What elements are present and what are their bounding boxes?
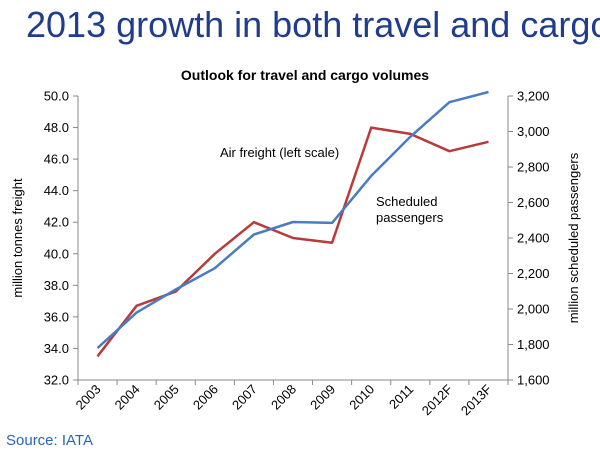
y-right-tick-label: 2,800 xyxy=(517,160,550,175)
x-tick-label: 2004 xyxy=(112,382,143,413)
y-left-tick-label: 40.0 xyxy=(44,246,69,261)
y-left-tick-label: 42.0 xyxy=(44,215,69,230)
series-label-passengers-line1: Scheduled xyxy=(376,194,437,209)
x-tick-label: 2010 xyxy=(346,382,377,413)
y-left-tick-label: 34.0 xyxy=(44,341,69,356)
y-right-tick-label: 3,200 xyxy=(517,89,550,104)
x-tick-label: 2007 xyxy=(229,382,260,413)
y-right-tick-label: 1,800 xyxy=(517,337,550,352)
series-line-freight xyxy=(96,126,489,358)
y-left-tick-label: 36.0 xyxy=(44,309,69,324)
slide-title: 2013 growth in both travel and cargo xyxy=(26,4,600,45)
y-right-tick-label: 2,600 xyxy=(517,195,550,210)
y-left-tick-label: 46.0 xyxy=(44,152,69,167)
x-tick-label: 2003 xyxy=(73,382,104,413)
y-right-tick-label: 2,200 xyxy=(517,266,550,281)
chart-title: Outlook for travel and cargo volumes xyxy=(181,67,429,83)
y-left-tick-label: 50.0 xyxy=(44,89,69,104)
x-tick-label: 2013F xyxy=(458,381,495,418)
x-tick-label: 2005 xyxy=(151,382,182,413)
x-tick-label: 2008 xyxy=(268,382,299,413)
series-layer xyxy=(96,90,489,358)
y-axis-left-label: million tonnes freight xyxy=(10,178,25,298)
x-tick-label: 2009 xyxy=(307,382,338,413)
y-left-tick-label: 32.0 xyxy=(44,373,69,388)
axes: 32.0 34.0 36.0 38.0 40.0 42.0 44.0 46.0 48.0 50.0… xyxy=(44,89,550,419)
y-left-tick-label: 48.0 xyxy=(44,120,69,135)
series-label-freight: Air freight (left scale) xyxy=(220,145,339,160)
y-right-tick-label: 3,000 xyxy=(517,124,550,139)
y-left-tick-label: 44.0 xyxy=(44,183,69,198)
y-right-tick-label: 2,000 xyxy=(517,302,550,317)
y-right-tick-label: 1,600 xyxy=(517,373,550,388)
x-tick-label: 2011 xyxy=(386,382,416,412)
series-label-passengers-line2: passengers xyxy=(376,210,444,225)
y-left-tick-label: 38.0 xyxy=(44,278,69,293)
y-right-tick-label: 2,400 xyxy=(517,231,550,246)
y-axis-right-label: million scheduled passengers xyxy=(566,152,581,323)
series-line-passengers xyxy=(96,90,489,350)
x-tick-label: 2006 xyxy=(190,382,221,413)
source-note: Source: IATA xyxy=(6,432,93,449)
x-tick-label: 2012F xyxy=(419,381,456,418)
